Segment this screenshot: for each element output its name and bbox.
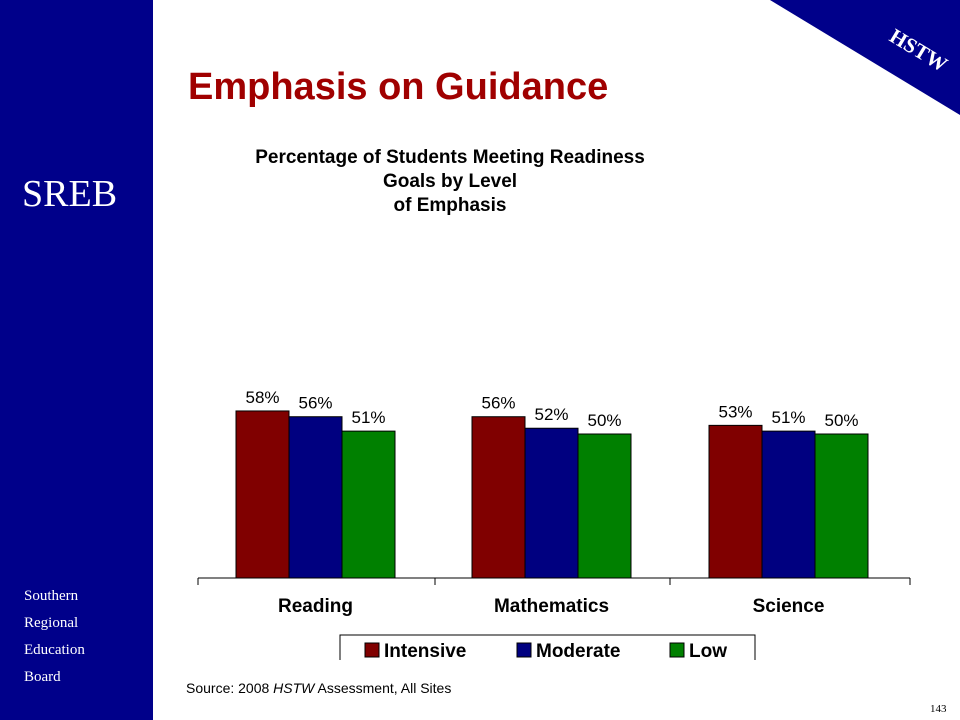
legend-box [339,634,756,660]
legend-swatch-low [669,642,685,658]
source-prefix: Source: 2008 [186,680,274,696]
data-label-low-science: 50% [824,411,858,430]
data-label-moderate-science: 51% [771,408,805,427]
org-line-4: Board [24,669,61,685]
sidebar: SREB Southern Regional Education Board [0,0,153,720]
chart-title-line-2: of Emphasis [393,195,507,216]
chart-title-line-1: Percentage of Students Meeting Readiness… [255,147,645,192]
org-line-2: Regional [24,615,79,631]
bar-moderate-science [761,430,816,579]
bar-intensive-reading [235,410,290,579]
data-label-low-reading: 51% [351,408,385,427]
legend-swatch-intensive [364,642,380,658]
org-name: Southern Regional Education Board [24,583,85,691]
data-label-intensive-mathematics: 56% [481,394,515,413]
source-suffix: Assessment, All Sites [314,680,452,696]
legend-label-low: Low [689,641,727,660]
category-label-mathematics: Mathematics [494,596,609,617]
legend-label-intensive: Intensive [384,641,466,660]
bar-low-mathematics [577,433,632,579]
bar-intensive-mathematics [471,416,526,579]
chart-title: Percentage of Students Meeting Readiness… [230,146,670,218]
hstw-corner-banner: HSTW [770,0,960,115]
bar-moderate-mathematics [524,427,579,579]
bar-intensive-science [708,424,763,579]
category-label-reading: Reading [278,596,353,617]
bar-low-science [814,433,869,579]
legend-swatch-moderate [516,642,532,658]
bar-moderate-reading [288,416,343,579]
source-italic: HSTW [273,680,315,696]
data-label-low-mathematics: 50% [587,411,621,430]
bar-chart: 58% 56% 51% Reading 56% 52% 50% Mathematics 53% 5… [197,388,911,660]
org-line-1: Southern [24,588,79,604]
category-label-science: Science [753,596,825,617]
org-line-3: Education [24,642,85,658]
page-number: 143 [930,703,947,715]
page-title: Emphasis on Guidance [188,66,609,108]
data-label-moderate-reading: 56% [298,394,332,413]
corner-shape [770,0,960,115]
sreb-logo: SREB [22,173,118,215]
legend-label-moderate: Moderate [536,641,620,660]
source-note: Source: 2008 HSTW Assessment, All Sites [186,680,451,696]
data-label-intensive-reading: 58% [245,388,279,407]
data-label-moderate-mathematics: 52% [534,405,568,424]
bar-low-reading [341,430,396,579]
data-label-intensive-science: 53% [718,402,752,421]
